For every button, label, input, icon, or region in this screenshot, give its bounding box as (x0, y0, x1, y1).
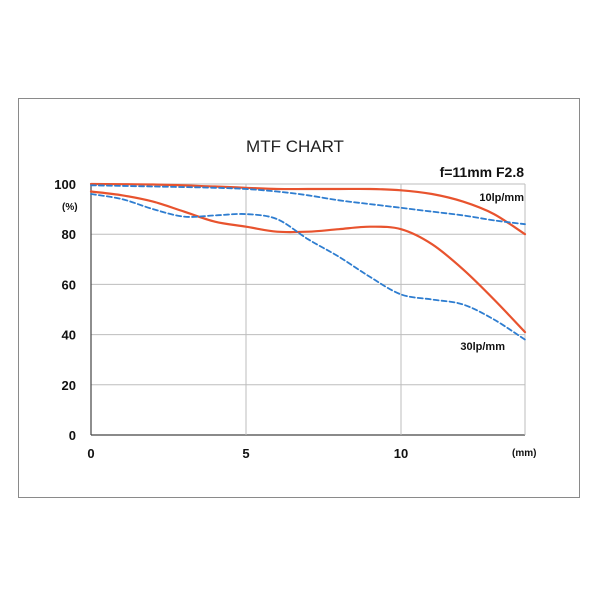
series-line-1-solid (89, 182, 527, 236)
chart-subtitle: f=11mm F2.8 (440, 164, 525, 180)
series-line-2-dashed (90, 184, 526, 226)
x-tick-label: 5 (242, 446, 249, 461)
y-tick-label: 100 (54, 177, 76, 192)
y-tick-label: 40 (62, 328, 76, 343)
annotation-10lp: 10lp/mm (479, 192, 524, 204)
y-tick-label: 60 (62, 277, 76, 292)
chart-frame (18, 98, 580, 498)
y-tick-label: 20 (62, 378, 76, 393)
x-axis-unit-label: (mm) (512, 448, 536, 459)
series-line-3-solid (89, 190, 527, 334)
series-line-4-dashed (90, 193, 526, 341)
x-tick-label: 10 (394, 446, 408, 461)
x-tick-label: 0 (87, 446, 94, 461)
chart-title: MTF CHART (246, 137, 344, 156)
y-tick-label: 80 (62, 227, 76, 242)
y-axis-unit-label: (%) (62, 202, 78, 213)
y-tick-label: 0 (69, 428, 76, 443)
annotation-30lp: 30lp/mm (460, 341, 505, 353)
